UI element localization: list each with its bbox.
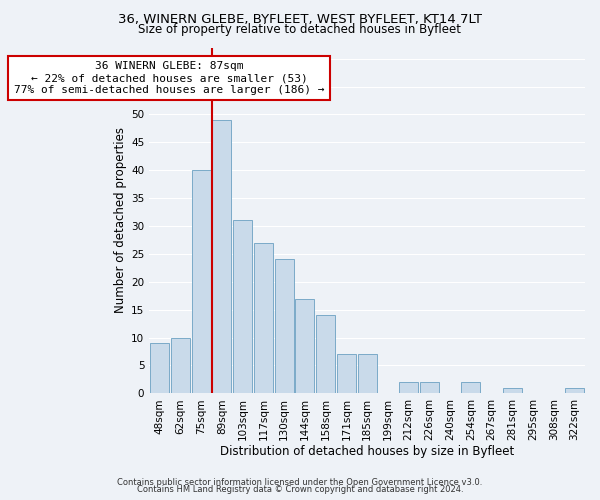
Bar [295,298,314,394]
Bar [150,343,169,394]
Bar [337,354,356,394]
Bar [358,354,377,394]
Bar [212,120,232,394]
Bar [399,382,418,394]
Text: Size of property relative to detached houses in Byfleet: Size of property relative to detached ho… [139,22,461,36]
Bar [171,338,190,394]
X-axis label: Distribution of detached houses by size in Byfleet: Distribution of detached houses by size … [220,444,514,458]
Bar [420,382,439,394]
Text: 36 WINERN GLEBE: 87sqm
← 22% of detached houses are smaller (53)
77% of semi-det: 36 WINERN GLEBE: 87sqm ← 22% of detached… [14,62,324,94]
Bar [233,220,252,394]
Bar [565,388,584,394]
Bar [503,388,522,394]
Bar [254,242,273,394]
Text: Contains HM Land Registry data © Crown copyright and database right 2024.: Contains HM Land Registry data © Crown c… [137,485,463,494]
Bar [316,316,335,394]
Text: Contains public sector information licensed under the Open Government Licence v3: Contains public sector information licen… [118,478,482,487]
Y-axis label: Number of detached properties: Number of detached properties [114,128,127,314]
Bar [191,170,211,394]
Text: 36, WINERN GLEBE, BYFLEET, WEST BYFLEET, KT14 7LT: 36, WINERN GLEBE, BYFLEET, WEST BYFLEET,… [118,12,482,26]
Bar [461,382,481,394]
Bar [275,260,293,394]
